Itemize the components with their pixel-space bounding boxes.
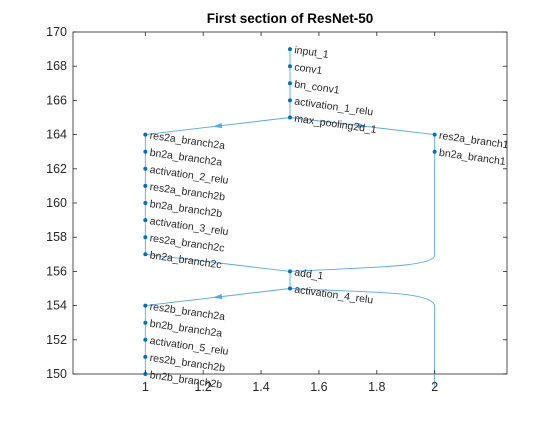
y-tick-label: 154	[46, 299, 67, 313]
graph-node	[143, 132, 148, 137]
tick-layer: 1 1.2 1.4 1.6 1.8 2 150 152 154 156 158 160 162 164 16…	[46, 25, 507, 394]
chart-title: First section of ResNet-50	[207, 11, 374, 26]
x-tick-label: 1.4	[252, 380, 269, 394]
graph-node	[288, 81, 292, 86]
graph-node	[143, 149, 148, 154]
graph-node	[143, 183, 148, 188]
x-tick-label: 1.6	[310, 380, 327, 394]
graph-node	[143, 320, 148, 325]
edge	[289, 288, 436, 388]
y-tick-label: 170	[46, 25, 67, 39]
graph-node	[288, 269, 292, 274]
graph-node	[432, 149, 437, 154]
y-tick-label: 168	[46, 59, 67, 73]
graph-node	[143, 218, 148, 223]
y-tick-label: 162	[46, 162, 67, 176]
graph-node	[143, 166, 148, 171]
x-tick-label: 1.8	[368, 380, 385, 394]
graph-node	[143, 354, 148, 359]
graph-node	[288, 115, 292, 120]
edge-line	[145, 253, 291, 272]
y-tick-label: 158	[46, 230, 67, 244]
node-label: add_1	[294, 266, 325, 282]
graph-node	[143, 201, 148, 205]
edge-line	[289, 151, 436, 272]
y-tick-label: 150	[46, 367, 67, 381]
graph-node	[288, 98, 292, 103]
x-tick-label: 1	[142, 380, 149, 394]
y-tick-label: 166	[46, 93, 67, 107]
node-label: conv1	[294, 61, 324, 77]
graph-node	[288, 47, 292, 52]
y-tick-label: 156	[46, 264, 67, 278]
graph-node	[432, 132, 437, 137]
graph-node	[288, 64, 292, 69]
edge	[145, 253, 291, 272]
graph-node	[143, 303, 148, 308]
y-tick-label: 152	[46, 333, 67, 347]
graph-node	[288, 286, 292, 291]
graph-node	[143, 337, 148, 342]
x-tick-label: 1.2	[195, 380, 212, 394]
edge-arrowhead	[212, 293, 223, 300]
graph-node	[143, 235, 148, 240]
graph-node	[143, 252, 148, 257]
edge-line	[289, 288, 436, 388]
x-tick-label: 2	[431, 380, 438, 394]
node-label: input_1	[294, 44, 330, 61]
y-tick-label: 160	[46, 196, 67, 210]
node-layer	[143, 47, 437, 376]
y-tick-label: 164	[46, 128, 67, 142]
edge	[289, 151, 436, 272]
edge-arrowhead	[212, 122, 223, 129]
edge-arrowhead	[357, 122, 368, 129]
edge-layer	[144, 49, 436, 388]
